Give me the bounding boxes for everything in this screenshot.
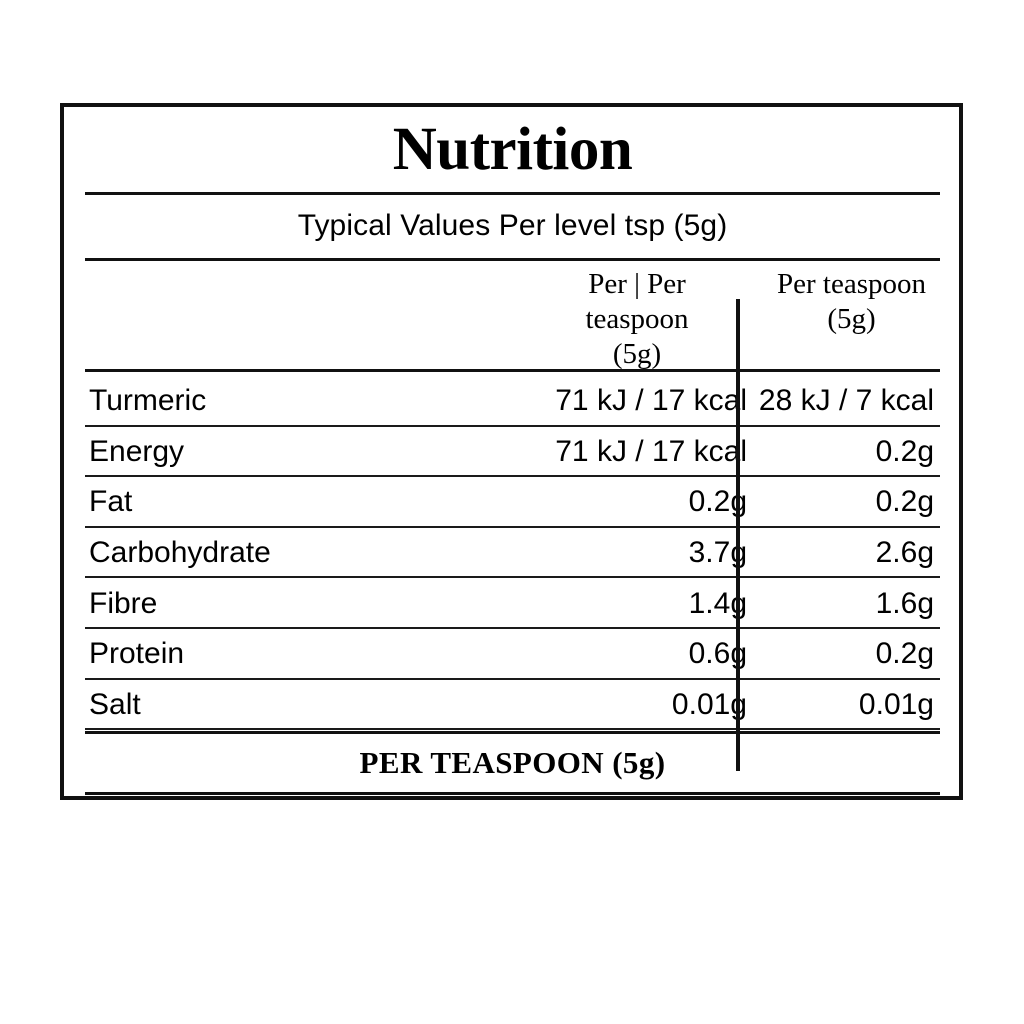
footer-block: PER TEASPOON (5g) xyxy=(85,734,940,792)
table-row: Protein 0.6g 0.2g xyxy=(85,629,940,680)
subtitle-text: Typical Values Per level tsp (5g) xyxy=(297,209,728,242)
cell-value-per-teaspoon-2: 0.2g xyxy=(875,485,934,519)
rule-under-footer xyxy=(85,792,940,795)
table-row: Fibre 1.4g 1.6g xyxy=(85,578,940,629)
cell-nutrient-name: Fat xyxy=(89,485,133,519)
nutrition-table-body: Turmeric 71 kJ / 17 kcal 28 kJ / 7 kcal Ene… xyxy=(85,376,940,731)
header-value1-line-1: Per | Per xyxy=(588,268,686,300)
rule-under-header xyxy=(85,369,940,372)
subtitle-block: Typical Values Per level tsp (5g) xyxy=(85,195,940,257)
footer-text: PER TEASPOON (5g) xyxy=(359,745,666,780)
header-cell-value2: Per teaspoon (5g) xyxy=(757,263,940,337)
row-divider xyxy=(85,677,940,680)
cell-nutrient-name: Salt xyxy=(89,687,141,721)
cell-value-per-teaspoon-1: 0.01g xyxy=(671,687,747,721)
cell-value-per-teaspoon-1: 71 kJ / 17 kcal xyxy=(555,384,747,418)
rule-under-title xyxy=(85,192,940,195)
row-divider xyxy=(85,626,940,629)
table-row: Salt 0.01g 0.01g xyxy=(85,680,940,731)
cell-nutrient-name: Energy xyxy=(89,434,185,468)
cell-value-per-teaspoon-2: 2.6g xyxy=(875,536,934,570)
rule-above-footer xyxy=(85,731,940,734)
row-divider xyxy=(85,475,940,478)
cell-value-per-teaspoon-1: 0.6g xyxy=(688,637,747,671)
table-row: Fat 0.2g 0.2g xyxy=(85,477,940,528)
cell-value-per-teaspoon-1: 71 kJ / 17 kcal xyxy=(555,434,747,468)
table-header-row: Per | Per teaspoon (5g) Per teaspoon (5g… xyxy=(85,263,940,371)
cell-nutrient-name: Carbohydrate xyxy=(89,536,271,570)
row-divider xyxy=(85,728,940,731)
cell-value-per-teaspoon-2: 0.2g xyxy=(875,434,934,468)
cell-value-per-teaspoon-2: 28 kJ / 7 kcal xyxy=(758,384,934,418)
cell-value-per-teaspoon-1: 3.7g xyxy=(688,536,747,570)
cell-value-per-teaspoon-1: 1.4g xyxy=(688,586,747,620)
cell-nutrient-name: Protein xyxy=(89,637,185,671)
cell-nutrient-name: Turmeric xyxy=(89,384,207,418)
row-divider xyxy=(85,525,940,528)
header-value1-line-3: (5g) xyxy=(612,338,662,370)
cell-value-per-teaspoon-2: 0.01g xyxy=(858,687,934,721)
cell-value-per-teaspoon-1: 0.2g xyxy=(688,485,747,519)
nutrition-panel: Nutrition Typical Values Per level tsp (… xyxy=(60,103,963,800)
table-row: Carbohydrate 3.7g 2.6g xyxy=(85,528,940,579)
header-value1-line-2: teaspoon xyxy=(585,303,689,335)
title-block: Nutrition xyxy=(85,107,940,192)
header-value2-line-2: (5g) xyxy=(827,303,876,335)
page-title: Nutrition xyxy=(392,116,633,183)
row-divider xyxy=(85,424,940,427)
table-row: Energy 71 kJ / 17 kcal 0.2g xyxy=(85,427,940,478)
header-value2-line-1: Per teaspoon xyxy=(777,268,926,300)
cell-value-per-teaspoon-2: 0.2g xyxy=(875,637,934,671)
row-divider xyxy=(85,576,940,579)
column-divider xyxy=(736,299,740,771)
table-row: Turmeric 71 kJ / 17 kcal 28 kJ / 7 kcal xyxy=(85,376,940,427)
cell-value-per-teaspoon-2: 1.6g xyxy=(875,586,934,620)
header-cell-value1: Per | Per teaspoon (5g) xyxy=(525,263,757,372)
rule-under-subtitle xyxy=(85,258,940,261)
cell-nutrient-name: Fibre xyxy=(89,586,158,620)
header-cell-nutrient xyxy=(85,263,525,267)
